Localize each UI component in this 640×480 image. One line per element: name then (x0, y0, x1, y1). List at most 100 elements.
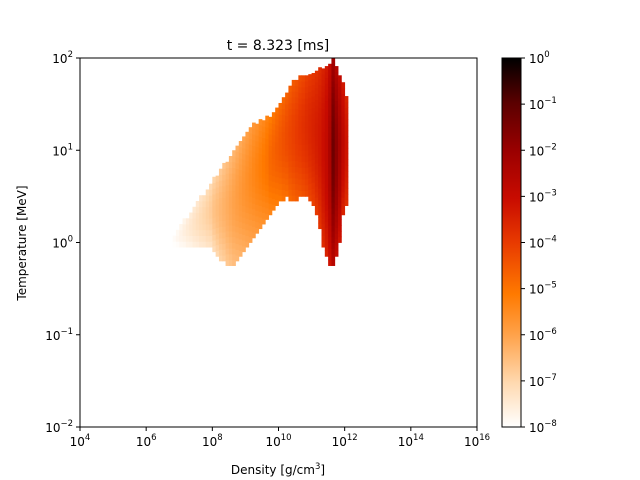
heatmap-cell (304, 115, 309, 122)
heatmap-cell (172, 235, 177, 242)
heatmap-cell (245, 224, 250, 231)
heatmap-cell (189, 241, 193, 248)
heatmap-cell (238, 239, 243, 246)
heatmap-cell (265, 138, 269, 145)
heatmap-cell (334, 192, 339, 200)
heatmap-cell (291, 195, 296, 202)
chart-title: t = 8.323 [ms] (227, 38, 330, 54)
heatmap-cell (304, 132, 309, 140)
heatmap-cell (278, 126, 283, 133)
heatmap-cell (318, 78, 322, 85)
heatmap-cell (338, 173, 342, 180)
heatmap-cell (248, 230, 253, 238)
heatmap-cell (338, 213, 342, 220)
heatmap-cell (228, 254, 233, 261)
heatmap-cell (248, 167, 253, 174)
heatmap-cell (288, 85, 293, 92)
heatmap-cell (328, 173, 332, 180)
heatmap-cell (324, 181, 329, 188)
heatmap-cell (268, 180, 273, 187)
heatmap-cell (238, 187, 243, 194)
heatmap-cell (334, 146, 339, 153)
heatmap-cell (308, 131, 312, 138)
heatmap-cell (308, 108, 312, 115)
heatmap-cell (258, 211, 263, 218)
heatmap-cell (228, 179, 233, 186)
heatmap-cell (238, 181, 243, 188)
heatmap-cell (328, 242, 332, 249)
heatmap-cell (334, 233, 339, 240)
heatmap-cell (304, 184, 309, 192)
heatmap-cell (238, 158, 243, 165)
heatmap-cell (324, 66, 329, 73)
heatmap-cell (324, 233, 329, 240)
heatmap-cell (331, 219, 336, 226)
heatmap-cell (278, 166, 283, 173)
heatmap-cell (275, 199, 279, 206)
heatmap-cell (228, 207, 233, 215)
heatmap-cell (295, 114, 299, 121)
heatmap-cell (308, 166, 312, 173)
heatmap-cell (232, 167, 236, 174)
heatmap-cell (228, 190, 233, 197)
heatmap-cell (248, 236, 253, 243)
heatmap-cell (235, 191, 240, 198)
heatmap-cell (344, 136, 349, 143)
heatmap-cell (321, 177, 326, 185)
heatmap-cell (278, 177, 283, 185)
heatmap-cell (225, 207, 230, 215)
heatmap-cell (331, 225, 336, 232)
heatmap-cell (314, 151, 319, 158)
heatmap-cell (321, 85, 326, 92)
heatmap-cell (301, 104, 306, 111)
heatmap-cell (285, 167, 289, 174)
heatmap-cell (235, 243, 240, 250)
heatmap-cell (235, 151, 240, 158)
heatmap-cell (255, 135, 260, 142)
heatmap-cell (328, 230, 332, 238)
heatmap-cell (202, 218, 207, 225)
heatmap-cell (334, 210, 339, 217)
heatmap-cell (281, 154, 286, 162)
heatmap-cell (261, 177, 266, 185)
heatmap-cell (331, 213, 336, 220)
heatmap-cell (218, 191, 223, 198)
heatmap-cell (271, 164, 276, 171)
heatmap-cell (344, 113, 349, 120)
heatmap-cell (179, 229, 183, 236)
heatmap-cell (275, 182, 279, 189)
heatmap-cell (295, 102, 299, 110)
heatmap-cell (242, 171, 246, 178)
heatmap-cell (324, 152, 329, 159)
heatmap-cell (301, 167, 306, 174)
heatmap-cell (344, 124, 349, 132)
heatmap-cell (291, 172, 296, 179)
heatmap-cell (308, 74, 312, 81)
heatmap-cell (318, 136, 322, 143)
heatmap-cell (212, 205, 217, 212)
heatmap-cell (205, 206, 210, 213)
heatmap-cell (318, 124, 322, 132)
heatmap-cell (328, 219, 332, 226)
heatmap-cell (308, 189, 312, 196)
heatmap-cell (245, 166, 250, 173)
heatmap-cell (328, 86, 332, 93)
heatmap-cell (328, 213, 332, 220)
heatmap-cell (311, 78, 316, 85)
heatmap-cell (261, 160, 266, 167)
heatmap-cell (288, 166, 293, 173)
heatmap-cell (261, 154, 266, 162)
heatmap-cell (235, 232, 240, 239)
heatmap-cell (232, 202, 236, 209)
heatmap-cell (222, 168, 226, 175)
heatmap-cell (199, 229, 203, 236)
heatmap-cell (295, 120, 299, 127)
heatmap-cell (222, 226, 226, 233)
heatmap-cell (278, 131, 283, 138)
heatmap-cell (341, 209, 346, 216)
heatmap-cell (192, 235, 197, 242)
heatmap-cell (331, 92, 336, 99)
heatmap-cell (218, 255, 223, 262)
heatmap-cell (288, 108, 293, 115)
heatmap-cell (308, 195, 312, 202)
